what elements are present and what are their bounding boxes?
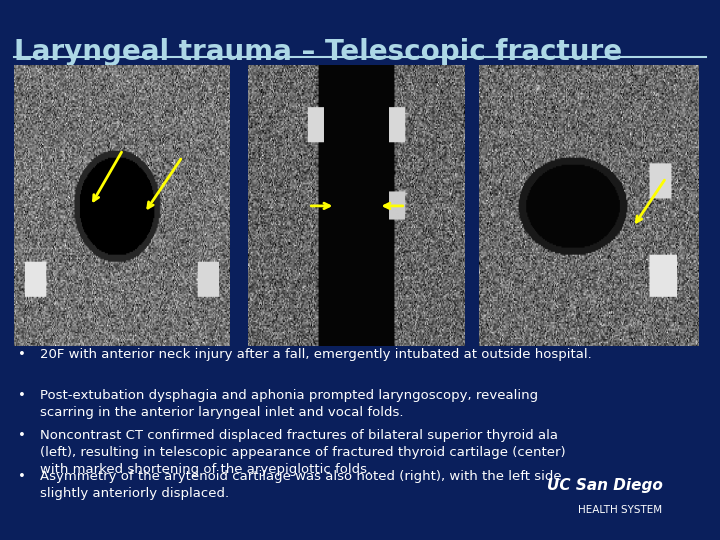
Text: •: • bbox=[18, 389, 26, 402]
Text: Laryngeal trauma – Telescopic fracture: Laryngeal trauma – Telescopic fracture bbox=[14, 38, 623, 66]
Text: •: • bbox=[18, 470, 26, 483]
Text: Noncontrast CT confirmed displaced fractures of bilateral superior thyroid ala
(: Noncontrast CT confirmed displaced fract… bbox=[40, 429, 565, 476]
Text: 20F with anterior neck injury after a fall, emergently intubated at outside hosp: 20F with anterior neck injury after a fa… bbox=[40, 348, 591, 361]
Text: •: • bbox=[18, 348, 26, 361]
Text: HEALTH SYSTEM: HEALTH SYSTEM bbox=[578, 505, 662, 515]
Text: UC San Diego: UC San Diego bbox=[546, 478, 662, 493]
Text: Asymmetry of the arytenoid cartilage was also noted (right), with the left side
: Asymmetry of the arytenoid cartilage was… bbox=[40, 470, 561, 500]
Text: Post-extubation dysphagia and aphonia prompted laryngoscopy, revealing
scarring : Post-extubation dysphagia and aphonia pr… bbox=[40, 389, 538, 419]
Text: •: • bbox=[18, 429, 26, 442]
